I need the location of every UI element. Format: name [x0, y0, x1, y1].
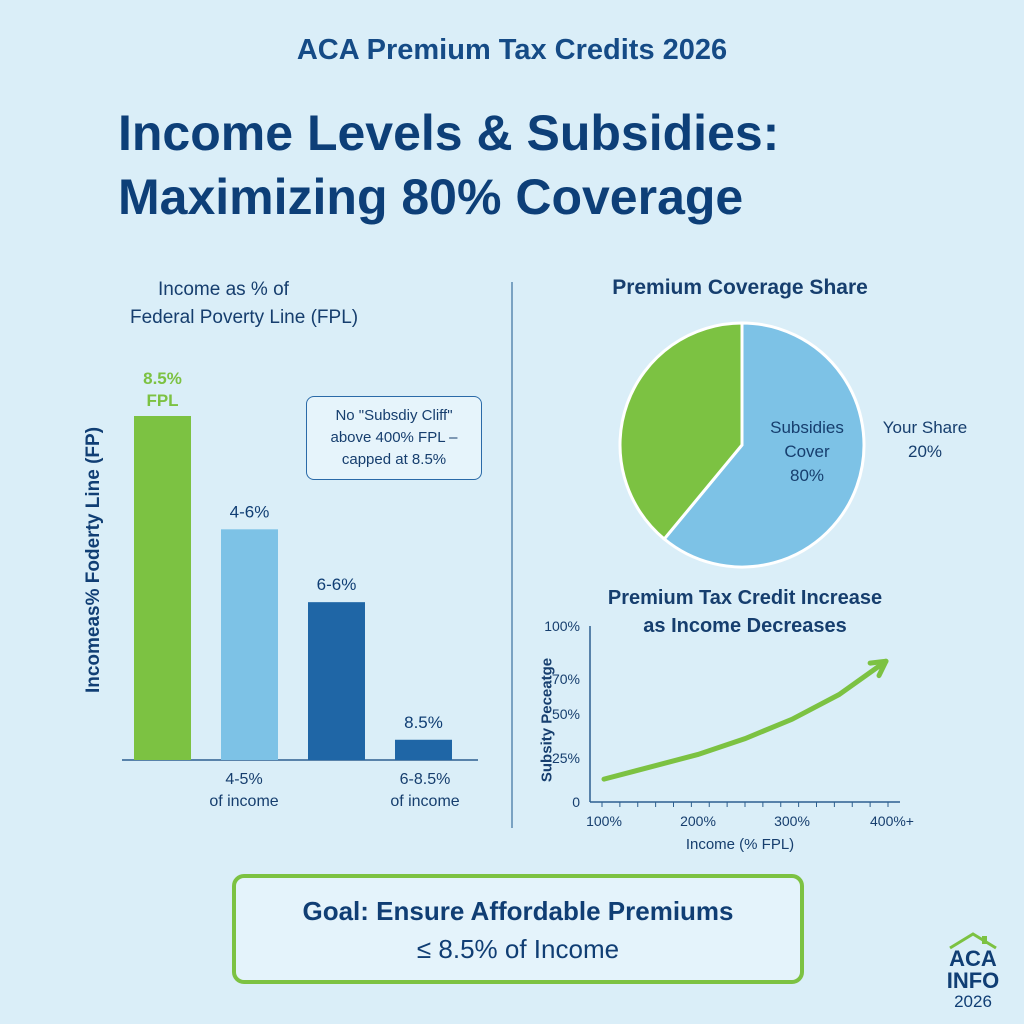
- bar-value-label: 8.5%: [404, 713, 443, 732]
- pie-label-subsidies: Subsidies Cover 80%: [752, 416, 862, 488]
- x-tick-label: 4-5%: [225, 771, 262, 788]
- bar-chart-title: Income as % of Federal Poverty Line (FPL…: [130, 276, 450, 332]
- pie-slice: [618, 321, 744, 542]
- logo-text-info: INFO: [946, 968, 1000, 993]
- bar-value-sublabel: FPL: [146, 391, 178, 410]
- y-tick-label: 100%: [544, 618, 580, 634]
- logo-text-aca: ACA: [949, 946, 997, 971]
- bar: [308, 602, 365, 760]
- pie-label-subsidies-line2: Cover: [784, 442, 830, 461]
- x-tick-label-sub: of income: [390, 793, 459, 810]
- line-series: [601, 658, 889, 782]
- line-chart-title-line1: Premium Tax Credit Increase: [607, 587, 883, 609]
- callout-line2: above 400% FPL –: [330, 429, 458, 446]
- line-chart: 0 25% 50% 70% 100% 100% 200% 300% 400%+: [544, 618, 914, 829]
- bar: [395, 739, 452, 760]
- logo-year: 2026: [954, 992, 992, 1011]
- x-tick-label-sub: of income: [209, 793, 278, 810]
- subsidy-cliff-callout: No "Subsdiy Cliff" above 400% FPL – capp…: [306, 396, 482, 480]
- goal-box: [232, 874, 804, 984]
- bar-chart: 8.5% FPL 4-6% 6-6% 8.5% 4-5% of income 6-8.5% of…: [122, 369, 478, 810]
- page-subtitle: ACA Premium Tax Credits 2026: [296, 34, 728, 66]
- house-logo-icon: [949, 932, 997, 950]
- x-tick-label: 6-8.5%: [400, 771, 451, 788]
- pie-chart: [618, 321, 866, 569]
- pie-label-subsidies-line1: Subsidies: [770, 418, 844, 437]
- pie-label-subsidies-line3: 80%: [789, 466, 825, 485]
- callout-line3: capped at 8.5%: [341, 451, 447, 468]
- callout-line1: No "Subsdiy Cliff": [335, 407, 453, 424]
- x-tick-label: 300%: [774, 813, 810, 829]
- y-tick-label: 0: [572, 794, 580, 810]
- pie-slice: [662, 321, 866, 569]
- line-chart-x-axis-label: Income (% FPL): [685, 836, 795, 853]
- page-title-line2: Maximizing 80% Coverage: [118, 169, 744, 225]
- x-tick-label: 100%: [586, 813, 622, 829]
- pie-label-your-share-line2: 20%: [907, 442, 943, 461]
- pie-chart-title: Premium Coverage Share: [612, 276, 868, 299]
- goal-line2: ≤ 8.5% of Income: [416, 934, 620, 964]
- y-tick-label: 50%: [552, 706, 580, 722]
- x-tick-label: 200%: [680, 813, 716, 829]
- page-title-line1: Income Levels & Subsidies:: [118, 105, 780, 161]
- y-tick-label: 70%: [552, 671, 580, 687]
- arrow-head-icon: [867, 658, 889, 679]
- bar: [134, 416, 191, 760]
- line-chart-title: Premium Tax Credit Increase as Income De…: [560, 584, 930, 640]
- pie-label-your-share-line1: Your Share: [882, 418, 968, 437]
- section-divider: [511, 282, 513, 828]
- x-tick-label: 400%+: [870, 813, 914, 829]
- pie-label-your-share: Your Share 20%: [870, 416, 980, 464]
- bar-value-label: 6-6%: [317, 575, 357, 594]
- bar-value-label: 8.5%: [143, 369, 182, 388]
- bar-chart-title-line2: Federal Poverty Line (FPL): [130, 307, 359, 328]
- line-chart-title-line2: as Income Decreases: [643, 615, 847, 637]
- bar: [221, 529, 278, 760]
- goal-line1: Goal: Ensure Affordable Premiums: [302, 896, 734, 926]
- y-tick-label: 25%: [552, 750, 580, 766]
- bar-chart-title-line1: Income as % of: [158, 279, 289, 300]
- bar-value-label: 4-6%: [230, 502, 270, 521]
